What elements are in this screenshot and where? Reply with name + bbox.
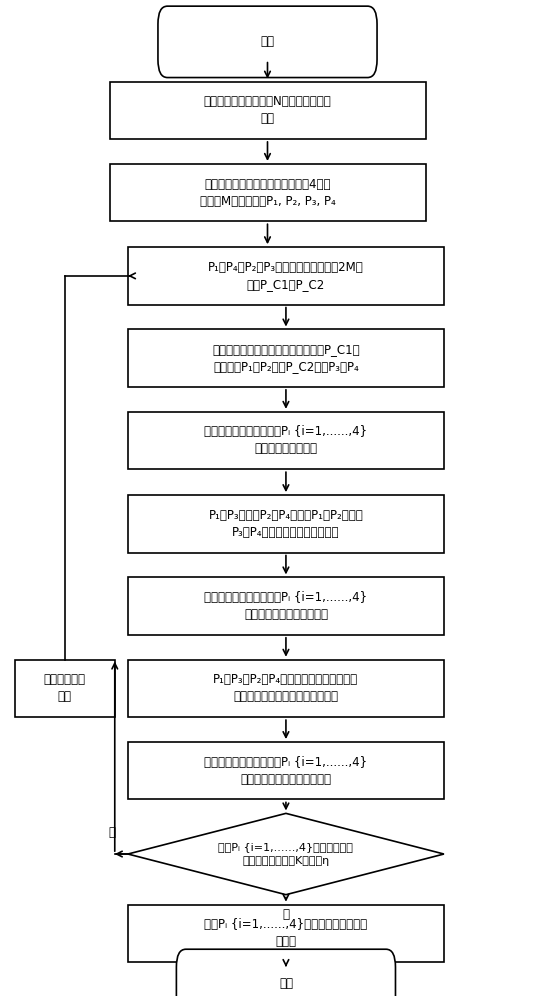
Bar — [128, 660, 444, 717]
Text: 根据信道状态信息选定N个网络进行协作
通信: 根据信道状态信息选定N个网络进行协作 通信 — [204, 95, 331, 125]
FancyBboxPatch shape — [158, 6, 377, 78]
Bar — [128, 495, 444, 553]
Text: P₁与P₃、P₂与P₄分别用自身最高适应度值
个体替换对方的最低适应度值个体: P₁与P₃、P₂与P₄分别用自身最高适应度值 个体替换对方的最低适应度值个体 — [213, 673, 358, 703]
Bar — [128, 577, 444, 635]
Text: 调整模拟退火
温度: 调整模拟退火 温度 — [44, 673, 86, 703]
Text: 基于模拟退火控制的轮盘赌策略，由P_C1生
成新种群P₁与P₂，由P_C2生成P₃与P₄: 基于模拟退火控制的轮盘赌策略，由P_C1生 成新种群P₁与P₂，由P_C2生成P… — [212, 343, 360, 373]
Text: 输出Pᵢ {i=1,......,4}中具有最高适应度值
的个体: 输出Pᵢ {i=1,......,4}中具有最高适应度值 的个体 — [204, 918, 368, 948]
Text: 基于模拟退火控制策略的Pᵢ {i=1,......,4}
各种群内个体之间基因重组: 基于模拟退火控制策略的Pᵢ {i=1,......,4} 各种群内个体之间基因重… — [204, 591, 368, 621]
Bar — [128, 742, 444, 799]
Bar — [128, 247, 444, 305]
Text: P₁与P₃之间、P₂与P₄之间、P₁与P₂之间、
P₃与P₄之间部分个体自适应互换: P₁与P₃之间、P₂与P₄之间、P₁与P₂之间、 P₃与P₄之间部分个体自适应互… — [209, 509, 363, 539]
Bar — [128, 905, 444, 962]
Text: 开始: 开始 — [261, 35, 274, 48]
Text: 基于模拟退火控制策略的Pᵢ {i=1,......,4}
的个体自身基因重组: 基于模拟退火控制策略的Pᵢ {i=1,......,4} 的个体自身基因重组 — [204, 425, 368, 455]
Bar — [110, 82, 425, 139]
Bar — [14, 660, 115, 717]
Text: 否: 否 — [109, 826, 116, 839]
Text: P₁与P₄、P₂与P₃分别合并构成规模为2M的
种群P_C1与P_C2: P₁与P₄、P₂与P₃分别合并构成规模为2M的 种群P_C1与P_C2 — [208, 261, 364, 291]
FancyBboxPatch shape — [177, 949, 395, 1000]
Bar — [110, 164, 425, 221]
Text: 随机生成表示网络功率分配方案的4个规
模均为M的初代种群P₁, P₂, P₃, P₄: 随机生成表示网络功率分配方案的4个规 模均为M的初代种群P₁, P₂, P₃, … — [200, 178, 335, 208]
Text: 是: 是 — [282, 908, 289, 921]
Bar — [128, 329, 444, 387]
Text: 结束: 结束 — [279, 977, 293, 990]
Text: 基于模拟退火控制策略的Pᵢ {i=1,......,4}
各种群内个体基因自适应突变: 基于模拟退火控制策略的Pᵢ {i=1,......,4} 各种群内个体基因自适应… — [204, 756, 368, 786]
Bar — [128, 412, 444, 469]
Text: 判断Pᵢ {i=1,......,4}的最大适应度
值增长率是否连续K次小于η: 判断Pᵢ {i=1,......,4}的最大适应度 值增长率是否连续K次小于η — [218, 842, 354, 866]
Polygon shape — [128, 813, 444, 895]
